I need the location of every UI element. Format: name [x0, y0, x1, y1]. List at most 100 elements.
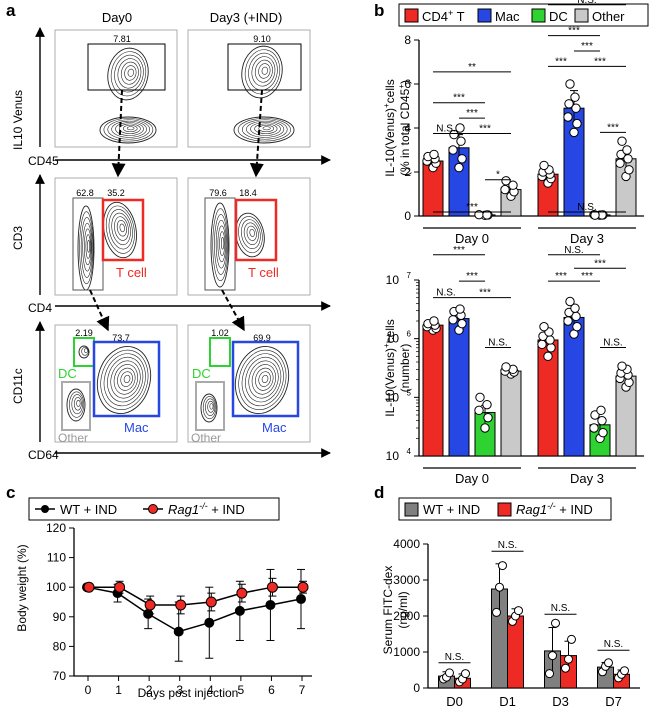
- gate-dc-day3: [209, 337, 231, 367]
- plot-frame-r1-day0: [54, 29, 178, 148]
- data-point: [564, 654, 573, 664]
- y-tick-label: 10: [386, 449, 400, 463]
- data-point: [449, 129, 459, 140]
- y-tick-label: 2000: [393, 609, 420, 623]
- y-tick-label: 4000: [393, 537, 420, 551]
- significance-label: ***: [555, 271, 567, 282]
- legend-d-label-rag: Rag1-/- + IND: [516, 501, 593, 517]
- contour-line-contour-r1-1-1: [251, 56, 276, 87]
- gate-nont-day3: [204, 197, 236, 291]
- y-tick-label: 90: [53, 610, 67, 624]
- contour-line-contour-r3-1-0: [241, 353, 284, 407]
- legend-swatch-other: [574, 8, 589, 23]
- contour-line-contour-r1-1-0: [246, 120, 285, 138]
- legend-label-dc: DC: [549, 9, 568, 24]
- data-point: [569, 127, 579, 138]
- b-top-ylabel: IL-10(Venus)+cells: [382, 79, 397, 176]
- bar: [422, 324, 444, 457]
- gating-arrow-r2-r3-day0: [89, 289, 110, 332]
- contour-line-contour-r2-0-1: [111, 212, 131, 246]
- data-point: [572, 118, 582, 129]
- x-tick-label: 6: [268, 683, 275, 697]
- gate-value-dc-day3: 1.02: [211, 328, 229, 338]
- contour-line-contour-r1-1-1: [254, 59, 273, 83]
- contour-line-contour-r2-1-0: [210, 202, 230, 288]
- d-ylabel-2: (ng/ml): [396, 591, 410, 628]
- x-tick-label: 0: [85, 683, 92, 697]
- gate-il10-day3: [227, 43, 302, 91]
- data-point: [457, 154, 467, 164]
- significance-label: ***: [466, 202, 478, 213]
- contour-line-contour-r1-0-0: [103, 118, 154, 142]
- contour-line-contour-r1-0-0: [107, 119, 151, 140]
- data-point: [480, 423, 490, 433]
- x-tick-label: 3: [176, 683, 183, 697]
- x-tick-label: 1: [115, 683, 122, 697]
- data-point: [539, 321, 549, 332]
- significance-label: ***: [568, 26, 580, 37]
- contour-line-contour-r3-1-0: [248, 360, 279, 399]
- significance-label: N.S.: [577, 0, 596, 6]
- contour-line-contour-r2-0-0: [79, 211, 94, 285]
- gate-value-tcell-day3: 18.4: [239, 188, 257, 198]
- contour-line-contour-r1-0-0: [119, 123, 141, 134]
- y-tick-label: 2: [404, 165, 411, 179]
- y-tick-label: 0: [404, 209, 411, 223]
- plot-frame-r1-day3: [187, 29, 311, 148]
- panel-letter-a: a: [6, 1, 16, 20]
- data-point: [567, 634, 576, 644]
- label-dc-day0: DC: [58, 366, 77, 381]
- significance-label: ***: [479, 288, 491, 299]
- c-ylabel: Body weight (%): [15, 544, 29, 631]
- data-point: [598, 427, 608, 438]
- data-point: [604, 658, 613, 668]
- contour-line-contour-r3-0-1: [71, 394, 83, 415]
- data-point: [454, 162, 464, 173]
- contour-line-contour-r2-1-0: [215, 219, 227, 269]
- gate-value-il10-day3: 9.10: [253, 34, 271, 44]
- data-point: [620, 666, 629, 676]
- significance-label: **: [468, 62, 476, 73]
- contour-line-contour-r3-1-0: [234, 346, 290, 414]
- data-point: [448, 145, 458, 155]
- contour-line-contour-r3-0-0: [107, 356, 144, 403]
- significance-label: ***: [555, 56, 567, 67]
- contour-line-contour-r3-1-0: [238, 349, 287, 410]
- category-label: D3: [552, 694, 569, 709]
- contour-plot-il10-day0: [99, 47, 157, 144]
- contour-line-contour-r1-1-0: [258, 124, 275, 133]
- contour-line-contour-r2-0-0: [82, 222, 93, 272]
- contour-line-contour-r2-1-0: [217, 225, 226, 263]
- data-point: [482, 210, 492, 220]
- contour-line-contour-r2-1-0: [212, 208, 229, 282]
- data-point: [563, 316, 573, 326]
- gate-dc-day0: [73, 337, 95, 367]
- gate-tcell-day3: [234, 198, 278, 262]
- legend-d: WT + IND Rag1-/- + IND: [398, 497, 612, 521]
- contour-line-contour-r3-0-2: [81, 347, 89, 356]
- data-point: [205, 596, 217, 608]
- data-point: [561, 663, 570, 673]
- data-point: [498, 561, 507, 571]
- y-tick-exponent: 4: [407, 447, 412, 456]
- data-point: [461, 669, 470, 679]
- gate-value-mac-day3: 69.9: [253, 333, 271, 343]
- data-point: [175, 599, 187, 611]
- gate-value-tcell-day0: 35.2: [107, 188, 125, 198]
- contour-line-contour-r3-0-0: [117, 367, 136, 391]
- data-point: [572, 321, 582, 332]
- significance-label: N.S.: [564, 245, 583, 256]
- plot-frame-r2-day3: [187, 177, 311, 296]
- legend-c-label-wt: WT + IND: [60, 502, 117, 517]
- contour-plot-cd3-day3: [210, 202, 265, 288]
- b-top-ylabel-2: (% in total CD45+): [397, 80, 412, 176]
- label-tcell-day0: T cell: [116, 265, 147, 280]
- significance-label: ***: [594, 258, 606, 269]
- contour-line-contour-r2-1-1: [238, 216, 263, 254]
- data-point: [564, 99, 574, 109]
- data-point: [429, 149, 439, 160]
- data-point: [617, 361, 627, 371]
- contour-line-contour-r3-1-1: [205, 398, 216, 416]
- contour-line-contour-r3-0-0: [113, 364, 139, 395]
